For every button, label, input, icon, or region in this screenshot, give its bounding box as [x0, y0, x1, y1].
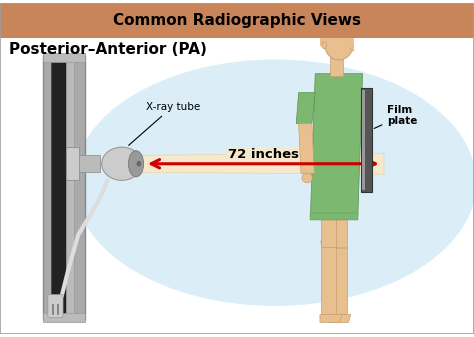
Bar [66, 147, 79, 180]
Text: X-ray tube: X-ray tube [128, 102, 200, 145]
Bar [361, 88, 372, 192]
Bar [321, 207, 336, 247]
Text: Film
plate: Film plate [374, 104, 418, 128]
Bar [330, 55, 343, 76]
Bar [66, 57, 74, 318]
Bar [43, 53, 85, 62]
Text: 72 inches: 72 inches [228, 148, 299, 161]
FancyBboxPatch shape [48, 295, 63, 317]
Bar [334, 248, 347, 314]
Bar [43, 55, 85, 320]
Polygon shape [350, 48, 355, 52]
Ellipse shape [102, 147, 142, 180]
Polygon shape [310, 74, 363, 216]
Text: Posterior–Anterior (PA): Posterior–Anterior (PA) [9, 42, 207, 58]
Ellipse shape [322, 23, 351, 44]
Polygon shape [296, 93, 315, 123]
Bar [310, 213, 358, 220]
Bar [0, 3, 474, 38]
Bar [321, 243, 336, 314]
Ellipse shape [324, 26, 354, 60]
Text: Common Radiographic Views: Common Radiographic Views [113, 13, 361, 28]
Bar [43, 313, 85, 321]
Ellipse shape [137, 161, 141, 166]
Polygon shape [143, 153, 384, 174]
Bar [320, 30, 354, 46]
Ellipse shape [322, 42, 327, 49]
Ellipse shape [321, 237, 336, 247]
Bar [334, 211, 347, 247]
Bar [51, 57, 66, 318]
Ellipse shape [128, 151, 144, 177]
Polygon shape [329, 314, 351, 323]
Bar [74, 155, 100, 172]
Polygon shape [299, 123, 314, 173]
Polygon shape [358, 93, 367, 119]
Polygon shape [320, 314, 342, 323]
Ellipse shape [73, 59, 474, 306]
Bar [362, 90, 365, 190]
Ellipse shape [302, 173, 312, 183]
